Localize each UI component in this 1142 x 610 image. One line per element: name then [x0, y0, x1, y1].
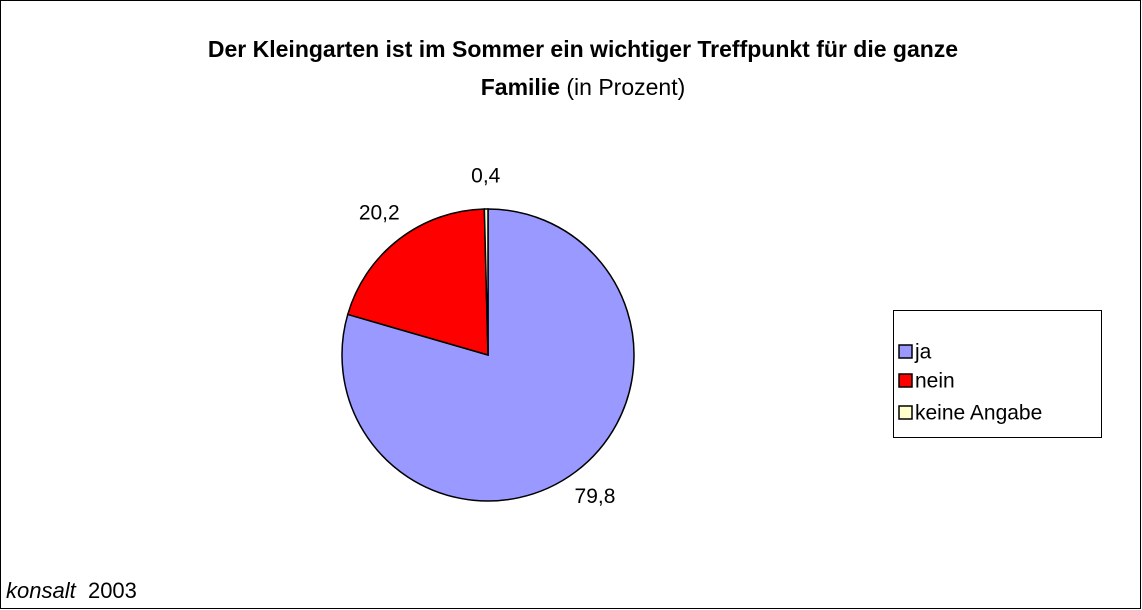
year: 2003	[87, 578, 137, 603]
chart-title: Der Kleingarten ist im Sommer ein wichti…	[207, 36, 959, 100]
pie-slice	[346, 208, 489, 357]
legend-swatch	[898, 344, 913, 359]
legend-label: keine Angabe	[915, 402, 1042, 425]
chart-title-block: Der Kleingarten ist im Sommer ein wichti…	[198, 30, 968, 106]
data-label: 79,8	[575, 485, 616, 508]
chart-subtitle: (in Prozent)	[566, 74, 686, 100]
pie-slice	[483, 208, 489, 356]
source: konsalt	[6, 578, 76, 603]
legend-box	[893, 310, 1102, 438]
legend-swatch	[898, 373, 913, 388]
footer: konsalt 2003	[6, 578, 137, 604]
data-label: 0,4	[471, 165, 501, 188]
data-label: 20,2	[359, 202, 400, 225]
legend-label: nein	[915, 370, 955, 393]
legend-label: ja	[914, 341, 932, 364]
legend-swatch	[898, 405, 913, 420]
